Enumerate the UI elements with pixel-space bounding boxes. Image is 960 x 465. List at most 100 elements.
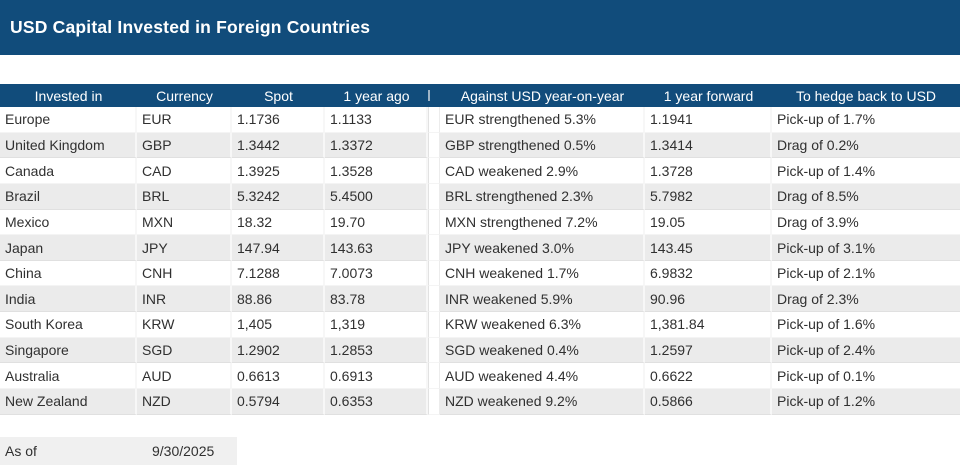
table-row: Singapore SGD 1.2902 1.2853 SGD weakened 0.4… bbox=[0, 337, 960, 364]
column-spacer bbox=[428, 260, 440, 287]
cell-spot: 18.32 bbox=[232, 209, 325, 236]
cell-invested-in: Japan bbox=[0, 235, 137, 261]
cell-one-year-forward: 90.96 bbox=[645, 286, 772, 313]
column-spacer bbox=[428, 183, 440, 210]
cell-hedge-to-usd: Drag of 3.9% bbox=[772, 210, 960, 236]
column-spacer bbox=[428, 337, 440, 364]
cell-hedge-to-usd: Drag of 2.3% bbox=[772, 286, 960, 313]
cell-hedge-to-usd: Pick-up of 1.6% bbox=[772, 312, 960, 338]
cell-currency: INR bbox=[137, 286, 232, 313]
cell-spot: 0.6613 bbox=[232, 363, 325, 390]
header-hedge-to-usd: To hedge back to USD bbox=[795, 87, 937, 104]
cell-against-usd-yoy: KRW weakened 6.3% bbox=[440, 312, 645, 338]
table-row: India INR 88.86 83.78 INR weakened 5.9% 90.96… bbox=[0, 286, 960, 313]
page-title: USD Capital Invested in Foreign Countrie… bbox=[10, 17, 371, 37]
cell-one-year-forward: 19.05 bbox=[645, 209, 772, 236]
cell-currency: GBP bbox=[137, 132, 232, 159]
column-spacer bbox=[428, 363, 440, 390]
cell-against-usd-yoy: JPY weakened 3.0% bbox=[440, 235, 645, 261]
cell-invested-in: Mexico bbox=[0, 209, 137, 236]
column-spacer bbox=[428, 158, 440, 184]
cell-against-usd-yoy: GBP strengthened 0.5% bbox=[440, 132, 645, 159]
cell-currency: BRL bbox=[137, 183, 232, 210]
table-row: South Korea KRW 1,405 1,319 KRW weakened 6.3… bbox=[0, 312, 960, 338]
table-row: Brazil BRL 5.3242 5.4500 BRL strengthened 2.… bbox=[0, 183, 960, 210]
cell-spot: 0.5794 bbox=[232, 389, 325, 415]
cell-spot: 1.3925 bbox=[232, 158, 325, 184]
table-header-row: Invested in Currency Spot 1 year ago Aga… bbox=[0, 84, 960, 107]
cell-invested-in: India bbox=[0, 286, 137, 313]
cell-one-year-ago: 0.6353 bbox=[325, 389, 428, 415]
as-of-date: 9/30/2025 bbox=[152, 443, 215, 459]
cell-one-year-ago: 1.3372 bbox=[325, 132, 428, 159]
cell-invested-in: Brazil bbox=[0, 183, 137, 210]
column-spacer bbox=[428, 312, 440, 338]
cell-spot: 1.3442 bbox=[232, 132, 325, 159]
header-against-usd-yoy: Against USD year-on-year bbox=[460, 87, 625, 104]
cell-currency: KRW bbox=[137, 312, 232, 338]
cell-hedge-to-usd: Pick-up of 1.2% bbox=[772, 389, 960, 415]
cell-currency: MXN bbox=[137, 209, 232, 236]
cell-hedge-to-usd: Drag of 0.2% bbox=[772, 133, 960, 159]
cell-against-usd-yoy: BRL strengthened 2.3% bbox=[440, 183, 645, 210]
cell-one-year-forward: 1.1941 bbox=[645, 107, 772, 133]
cell-currency: NZD bbox=[137, 389, 232, 415]
cell-spot: 88.86 bbox=[232, 286, 325, 313]
column-spacer bbox=[428, 107, 440, 133]
cell-one-year-ago: 1.1133 bbox=[325, 107, 428, 133]
table-row: China CNH 7.1288 7.0073 CNH weakened 1.7% 6.9… bbox=[0, 260, 960, 287]
header-1-year-forward: 1 year forward bbox=[663, 87, 754, 104]
table-row: United Kingdom GBP 1.3442 1.3372 GBP strengt… bbox=[0, 132, 960, 159]
cell-hedge-to-usd: Pick-up of 2.1% bbox=[772, 261, 960, 287]
cell-invested-in: Europe bbox=[0, 107, 137, 133]
cell-one-year-ago: 5.4500 bbox=[325, 183, 428, 210]
cell-hedge-to-usd: Pick-up of 3.1% bbox=[772, 235, 960, 261]
cell-against-usd-yoy: SGD weakened 0.4% bbox=[440, 337, 645, 364]
cell-one-year-ago: 1.2853 bbox=[325, 337, 428, 364]
cell-invested-in: Singapore bbox=[0, 337, 137, 364]
header-1-year-ago: 1 year ago bbox=[343, 87, 410, 104]
cell-currency: CAD bbox=[137, 158, 232, 184]
cell-one-year-forward: 1.3414 bbox=[645, 132, 772, 159]
cell-hedge-to-usd: Pick-up of 1.7% bbox=[772, 107, 960, 133]
cell-hedge-to-usd: Pick-up of 0.1% bbox=[772, 363, 960, 390]
cell-against-usd-yoy: EUR strengthened 5.3% bbox=[440, 107, 645, 133]
header-currency: Currency bbox=[156, 87, 213, 104]
cell-hedge-to-usd: Pick-up of 1.4% bbox=[772, 158, 960, 184]
cell-against-usd-yoy: NZD weakened 9.2% bbox=[440, 389, 645, 415]
table-row: Canada CAD 1.3925 1.3528 CAD weakened 2.9% 1.… bbox=[0, 158, 960, 184]
cell-currency: JPY bbox=[137, 235, 232, 261]
cell-invested-in: China bbox=[0, 260, 137, 287]
table-row: Australia AUD 0.6613 0.6913 AUD weakened 4.4… bbox=[0, 363, 960, 390]
cell-one-year-ago: 7.0073 bbox=[325, 260, 428, 287]
table-row: Europe EUR 1.1736 1.1133 EUR strengthened 5.… bbox=[0, 107, 960, 133]
cell-one-year-forward: 0.6622 bbox=[645, 363, 772, 390]
cell-hedge-to-usd: Drag of 8.5% bbox=[772, 184, 960, 210]
table-row: New Zealand NZD 0.5794 0.6353 NZD weakened 9… bbox=[0, 389, 960, 415]
table-row: Japan JPY 147.94 143.63 JPY weakened 3.0% 143… bbox=[0, 235, 960, 261]
cell-invested-in: Canada bbox=[0, 158, 137, 184]
column-spacer bbox=[428, 235, 440, 261]
cell-currency: CNH bbox=[137, 260, 232, 287]
cell-one-year-ago: 19.70 bbox=[325, 209, 428, 236]
cell-spot: 1,405 bbox=[232, 312, 325, 338]
cell-one-year-forward: 5.7982 bbox=[645, 183, 772, 210]
cell-one-year-ago: 143.63 bbox=[325, 235, 428, 261]
cell-currency: SGD bbox=[137, 337, 232, 364]
cell-against-usd-yoy: CNH weakened 1.7% bbox=[440, 260, 645, 287]
cell-hedge-to-usd: Pick-up of 2.4% bbox=[772, 338, 960, 364]
cell-one-year-forward: 1.2597 bbox=[645, 337, 772, 364]
table-body: Europe EUR 1.1736 1.1133 EUR strengthened 5.… bbox=[0, 107, 960, 415]
cell-one-year-ago: 0.6913 bbox=[325, 363, 428, 390]
column-spacer bbox=[428, 389, 440, 415]
table-row: Mexico MXN 18.32 19.70 MXN strengthened 7.2%… bbox=[0, 209, 960, 236]
cell-against-usd-yoy: INR weakened 5.9% bbox=[440, 286, 645, 313]
cell-spot: 147.94 bbox=[232, 235, 325, 261]
header-spot: Spot bbox=[264, 87, 293, 104]
as-of-row: As of 9/30/2025 bbox=[0, 437, 237, 465]
cell-currency: EUR bbox=[137, 107, 232, 133]
cell-one-year-ago: 83.78 bbox=[325, 286, 428, 313]
title-bar: USD Capital Invested in Foreign Countrie… bbox=[0, 0, 960, 55]
cell-one-year-forward: 1,381.84 bbox=[645, 312, 772, 338]
